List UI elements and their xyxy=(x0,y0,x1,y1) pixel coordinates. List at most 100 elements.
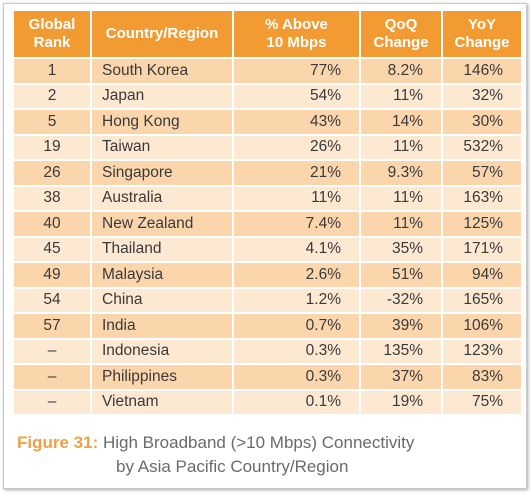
cell-rank: 54 xyxy=(14,286,92,312)
cell-pct-above-10mbps: 7.4% xyxy=(234,210,361,236)
cell-rank: 57 xyxy=(14,312,92,338)
header-pct-line2: 10 Mbps xyxy=(266,34,327,51)
cell-pct-above-10mbps: 21% xyxy=(234,159,361,185)
cell-rank: – xyxy=(14,337,92,363)
cell-rank: 49 xyxy=(14,261,92,287)
figure-caption: Figure 31: High Broadband (>10 Mbps) Con… xyxy=(17,431,517,479)
cell-yoy-change: 32% xyxy=(443,82,521,108)
cell-rank: 5 xyxy=(14,108,92,134)
cell-country: New Zealand xyxy=(92,210,234,236)
cell-yoy-change: 165% xyxy=(443,286,521,312)
header-global-rank: Global Rank xyxy=(14,11,92,57)
cell-pct-above-10mbps: 1.2% xyxy=(234,286,361,312)
cell-yoy-change: 83% xyxy=(443,363,521,389)
header-pct-line1: % Above xyxy=(265,16,328,33)
cell-qoq-change: 35% xyxy=(361,235,443,261)
cell-pct-above-10mbps: 0.3% xyxy=(234,363,361,389)
cell-yoy-change: 57% xyxy=(443,159,521,185)
cell-rank: 40 xyxy=(14,210,92,236)
cell-qoq-change: 135% xyxy=(361,337,443,363)
table-body: 1 South Korea 77% 8.2% 146% 2 Japan 54% 11% 32% 5 H… xyxy=(14,57,521,414)
cell-country: Philippines xyxy=(92,363,234,389)
table-row: – Indonesia 0.3% 135% 123% xyxy=(14,337,521,363)
caption-label: Figure 31: xyxy=(17,433,99,452)
cell-rank: 38 xyxy=(14,184,92,210)
header-qoq-line1: QoQ xyxy=(384,16,418,33)
cell-qoq-change: 37% xyxy=(361,363,443,389)
table-row: 49 Malaysia 2.6% 51% 94% xyxy=(14,261,521,287)
cell-country: Taiwan xyxy=(92,133,234,159)
cell-pct-above-10mbps: 26% xyxy=(234,133,361,159)
table-row: 1 South Korea 77% 8.2% 146% xyxy=(14,57,521,83)
cell-yoy-change: 30% xyxy=(443,108,521,134)
header-pct-above-10mbps: % Above 10 Mbps xyxy=(234,11,361,57)
caption-line1: High Broadband (>10 Mbps) Connectivity xyxy=(102,433,415,452)
cell-country: Malaysia xyxy=(92,261,234,287)
cell-rank: 26 xyxy=(14,159,92,185)
cell-qoq-change: 19% xyxy=(361,388,443,414)
header-rank-line2: Rank xyxy=(33,34,71,51)
cell-pct-above-10mbps: 77% xyxy=(234,57,361,83)
connectivity-table-wrapper: Global Rank Country/Region % Above 10 Mbps… xyxy=(14,11,521,414)
cell-rank: 19 xyxy=(14,133,92,159)
cell-yoy-change: 75% xyxy=(443,388,521,414)
cell-yoy-change: 532% xyxy=(443,133,521,159)
cell-country: India xyxy=(92,312,234,338)
table-row: 5 Hong Kong 43% 14% 30% xyxy=(14,108,521,134)
cell-qoq-change: 11% xyxy=(361,210,443,236)
table-row: 19 Taiwan 26% 11% 532% xyxy=(14,133,521,159)
cell-country: Australia xyxy=(92,184,234,210)
cell-country: Vietnam xyxy=(92,388,234,414)
cell-yoy-change: 106% xyxy=(443,312,521,338)
caption-line2: by Asia Pacific Country/Region xyxy=(116,457,349,476)
table-row: 40 New Zealand 7.4% 11% 125% xyxy=(14,210,521,236)
cell-yoy-change: 146% xyxy=(443,57,521,83)
cell-pct-above-10mbps: 0.1% xyxy=(234,388,361,414)
cell-qoq-change: 11% xyxy=(361,133,443,159)
cell-country: Thailand xyxy=(92,235,234,261)
table-row: 2 Japan 54% 11% 32% xyxy=(14,82,521,108)
cell-country: Singapore xyxy=(92,159,234,185)
cell-qoq-change: 11% xyxy=(361,184,443,210)
cell-rank: 45 xyxy=(14,235,92,261)
cell-country: China xyxy=(92,286,234,312)
cell-qoq-change: 11% xyxy=(361,82,443,108)
table-row: 57 India 0.7% 39% 106% xyxy=(14,312,521,338)
header-country-region: Country/Region xyxy=(92,11,234,57)
header-yoy-line1: YoY xyxy=(467,16,497,33)
header-rank-line1: Global xyxy=(28,16,76,33)
cell-rank: 1 xyxy=(14,57,92,83)
cell-yoy-change: 171% xyxy=(443,235,521,261)
cell-pct-above-10mbps: 43% xyxy=(234,108,361,134)
cell-country: Japan xyxy=(92,82,234,108)
table-row: – Vietnam 0.1% 19% 75% xyxy=(14,388,521,414)
cell-qoq-change: 14% xyxy=(361,108,443,134)
cell-pct-above-10mbps: 11% xyxy=(234,184,361,210)
cell-country: Hong Kong xyxy=(92,108,234,134)
table-row: 45 Thailand 4.1% 35% 171% xyxy=(14,235,521,261)
cell-pct-above-10mbps: 2.6% xyxy=(234,261,361,287)
connectivity-table: Global Rank Country/Region % Above 10 Mbps… xyxy=(14,11,521,414)
figure-frame: Global Rank Country/Region % Above 10 Mbps… xyxy=(3,3,527,489)
header-yoy-change: YoY Change xyxy=(443,11,521,57)
cell-yoy-change: 94% xyxy=(443,261,521,287)
table-row: 38 Australia 11% 11% 163% xyxy=(14,184,521,210)
cell-pct-above-10mbps: 0.3% xyxy=(234,337,361,363)
cell-rank: 2 xyxy=(14,82,92,108)
cell-pct-above-10mbps: 54% xyxy=(234,82,361,108)
header-qoq-line2: Change xyxy=(373,34,429,51)
table-row: – Philippines 0.3% 37% 83% xyxy=(14,363,521,389)
header-qoq-change: QoQ Change xyxy=(361,11,443,57)
header-country-text: Country/Region xyxy=(105,25,219,42)
table-header-row: Global Rank Country/Region % Above 10 Mbps… xyxy=(14,11,521,57)
cell-pct-above-10mbps: 0.7% xyxy=(234,312,361,338)
cell-yoy-change: 125% xyxy=(443,210,521,236)
cell-yoy-change: 163% xyxy=(443,184,521,210)
cell-qoq-change: 39% xyxy=(361,312,443,338)
cell-rank: – xyxy=(14,388,92,414)
cell-yoy-change: 123% xyxy=(443,337,521,363)
cell-qoq-change: 8.2% xyxy=(361,57,443,83)
header-yoy-line2: Change xyxy=(454,34,510,51)
cell-country: South Korea xyxy=(92,57,234,83)
cell-country: Indonesia xyxy=(92,337,234,363)
